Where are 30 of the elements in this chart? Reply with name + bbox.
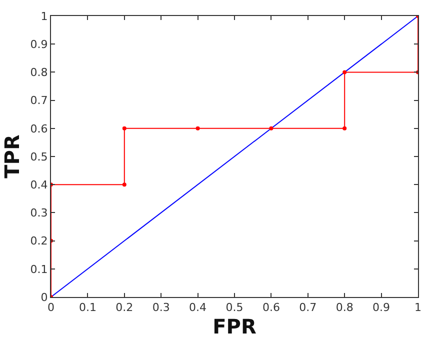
line-series bbox=[51, 16, 418, 297]
x-axis-title: FPR bbox=[212, 314, 256, 339]
point bbox=[122, 182, 126, 187]
point bbox=[269, 126, 274, 130]
y-tick-label: 0.9 bbox=[30, 38, 48, 51]
point bbox=[122, 126, 126, 130]
point bbox=[342, 126, 347, 130]
x-tick-label: 0.1 bbox=[78, 301, 96, 314]
y-tick-label: 0.8 bbox=[30, 66, 48, 80]
x-tick-label: 0.8 bbox=[336, 301, 354, 314]
x-tick-label: 0.3 bbox=[152, 301, 170, 314]
x-tick-label: 0.5 bbox=[226, 301, 244, 314]
x-tick-label: 0.6 bbox=[262, 301, 280, 314]
x-tick-label: 0.4 bbox=[189, 301, 207, 314]
y-tick-label: 0.5 bbox=[30, 150, 48, 164]
point bbox=[342, 70, 347, 74]
y-tick-label: 0.3 bbox=[30, 206, 48, 220]
y-tick-label: 0.6 bbox=[30, 122, 48, 136]
y-tick-label: 0.1 bbox=[30, 262, 48, 276]
x-tick-label: 0.7 bbox=[299, 301, 317, 314]
y-tick-label: 0.2 bbox=[30, 234, 48, 248]
x-tick-label: 1 bbox=[414, 301, 422, 314]
y-tick-label: 0.4 bbox=[30, 178, 48, 192]
y-axis-title: TPR bbox=[0, 134, 24, 178]
x-tick-label: 0.9 bbox=[372, 301, 390, 314]
point bbox=[196, 126, 200, 130]
y-tick-label: 0 bbox=[40, 290, 48, 304]
x-tick-label: 0.2 bbox=[116, 301, 134, 314]
y-tick-label: 1 bbox=[40, 10, 48, 23]
y-tick-label: 0.7 bbox=[30, 94, 48, 108]
